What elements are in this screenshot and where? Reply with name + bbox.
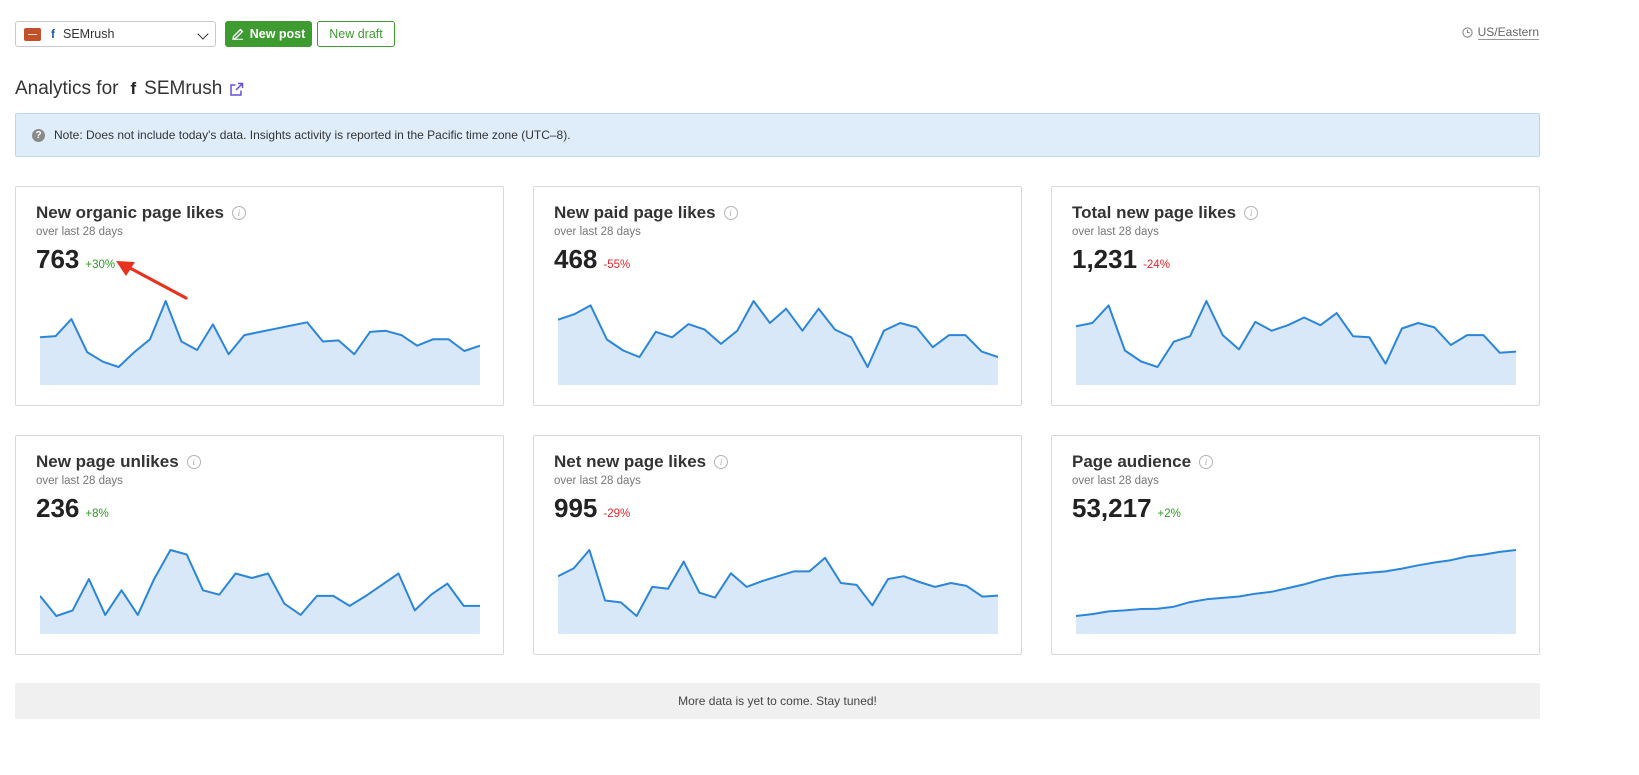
page-title-text: Analytics for — [15, 78, 119, 99]
card-value: 468 — [554, 244, 598, 274]
sparkline-area — [1076, 301, 1516, 385]
card-change: +30% — [85, 259, 116, 271]
sparkline-line — [1076, 549, 1516, 617]
toolbar: f SEMrush New post New draft US/Eastern — [15, 21, 1639, 47]
new-draft-label: New draft — [329, 27, 383, 41]
sparkline-line — [558, 300, 998, 368]
card-value: 53,217 — [1072, 493, 1152, 523]
metric-card-page-audience: Page audience i over last 28 days 53,217 +… — [1051, 435, 1540, 655]
sparkline-area — [1076, 550, 1516, 634]
sparkline-line — [558, 549, 998, 617]
new-draft-button[interactable]: New draft — [317, 21, 395, 47]
sparkline-line — [40, 300, 480, 368]
card-subtitle: over last 28 days — [36, 226, 123, 238]
card-change: +2% — [1157, 508, 1181, 520]
facebook-icon: f — [130, 79, 137, 98]
card-title: Page audience — [1072, 452, 1192, 471]
footer-text: More data is yet to come. Stay tuned! — [678, 694, 877, 708]
pencil-icon — [231, 28, 244, 40]
info-icon[interactable]: i — [1199, 455, 1214, 469]
card-value: 763 — [36, 244, 80, 274]
info-note: ? Note: Does not include today's data. I… — [15, 113, 1540, 157]
chevron-down-icon — [197, 28, 209, 40]
card-change: -29% — [603, 508, 631, 520]
card-title: Total new page likes — [1072, 203, 1237, 222]
sparkline — [1076, 549, 1516, 634]
card-change: -24% — [1143, 259, 1170, 271]
card-change: +8% — [85, 508, 109, 520]
sparkline — [558, 549, 998, 634]
card-subtitle: over last 28 days — [36, 475, 123, 487]
help-icon: ? — [32, 128, 45, 142]
metric-card-unlikes: New page unlikes i over last 28 days 236 +… — [15, 435, 504, 655]
profile-select[interactable]: f SEMrush — [15, 21, 216, 47]
card-subtitle: over last 28 days — [1072, 475, 1159, 487]
new-post-label: New post — [249, 27, 306, 41]
info-icon[interactable]: i — [186, 455, 201, 469]
sparkline — [558, 300, 998, 385]
sparkline — [1076, 300, 1516, 385]
card-title: New page unlikes — [36, 452, 179, 471]
sparkline-area — [40, 301, 480, 385]
card-value: 1,231 — [1072, 244, 1138, 274]
facebook-icon: f — [51, 27, 55, 41]
page-name: SEMrush — [144, 78, 223, 99]
card-title: Net new page likes — [554, 452, 707, 471]
footer-message: More data is yet to come. Stay tuned! — [15, 683, 1540, 719]
metric-card-organic-likes: New organic page likes i over last 28 day… — [15, 186, 504, 406]
sparkline-area — [558, 550, 998, 634]
metric-card-paid-likes: New paid page likes i over last 28 days 4… — [533, 186, 1022, 406]
card-value: 236 — [36, 493, 80, 523]
profile-name: SEMrush — [63, 27, 115, 41]
sparkline-line — [40, 549, 480, 617]
metric-card-net-likes: Net new page likes i over last 28 days 99… — [533, 435, 1022, 655]
profile-avatar — [24, 27, 41, 41]
metric-card-total-likes: Total new page likes i over last 28 days … — [1051, 186, 1540, 406]
card-value: 995 — [554, 493, 598, 523]
info-icon[interactable]: i — [232, 206, 247, 220]
clock-icon — [1461, 27, 1473, 38]
note-text: Note: Does not include today's data. Ins… — [54, 128, 571, 142]
card-title: New paid page likes — [554, 203, 716, 222]
sparkline-area — [40, 550, 480, 634]
sparkline — [40, 300, 480, 385]
timezone-link[interactable]: US/Eastern — [1461, 25, 1539, 40]
sparkline — [40, 549, 480, 634]
timezone-label: US/Eastern — [1477, 25, 1539, 40]
info-icon[interactable]: i — [1244, 206, 1259, 220]
card-title: New organic page likes — [36, 203, 225, 222]
page-title: Analytics for f SEMrush — [15, 78, 244, 100]
card-subtitle: over last 28 days — [554, 475, 641, 487]
info-icon[interactable]: i — [723, 206, 738, 220]
card-subtitle: over last 28 days — [1072, 226, 1159, 238]
card-subtitle: over last 28 days — [554, 226, 641, 238]
info-icon[interactable]: i — [714, 455, 729, 469]
sparkline-line — [1076, 300, 1516, 368]
sparkline-area — [558, 301, 998, 385]
external-link-icon[interactable] — [229, 82, 244, 97]
new-post-button[interactable]: New post — [225, 21, 312, 47]
card-change: -55% — [603, 259, 631, 271]
